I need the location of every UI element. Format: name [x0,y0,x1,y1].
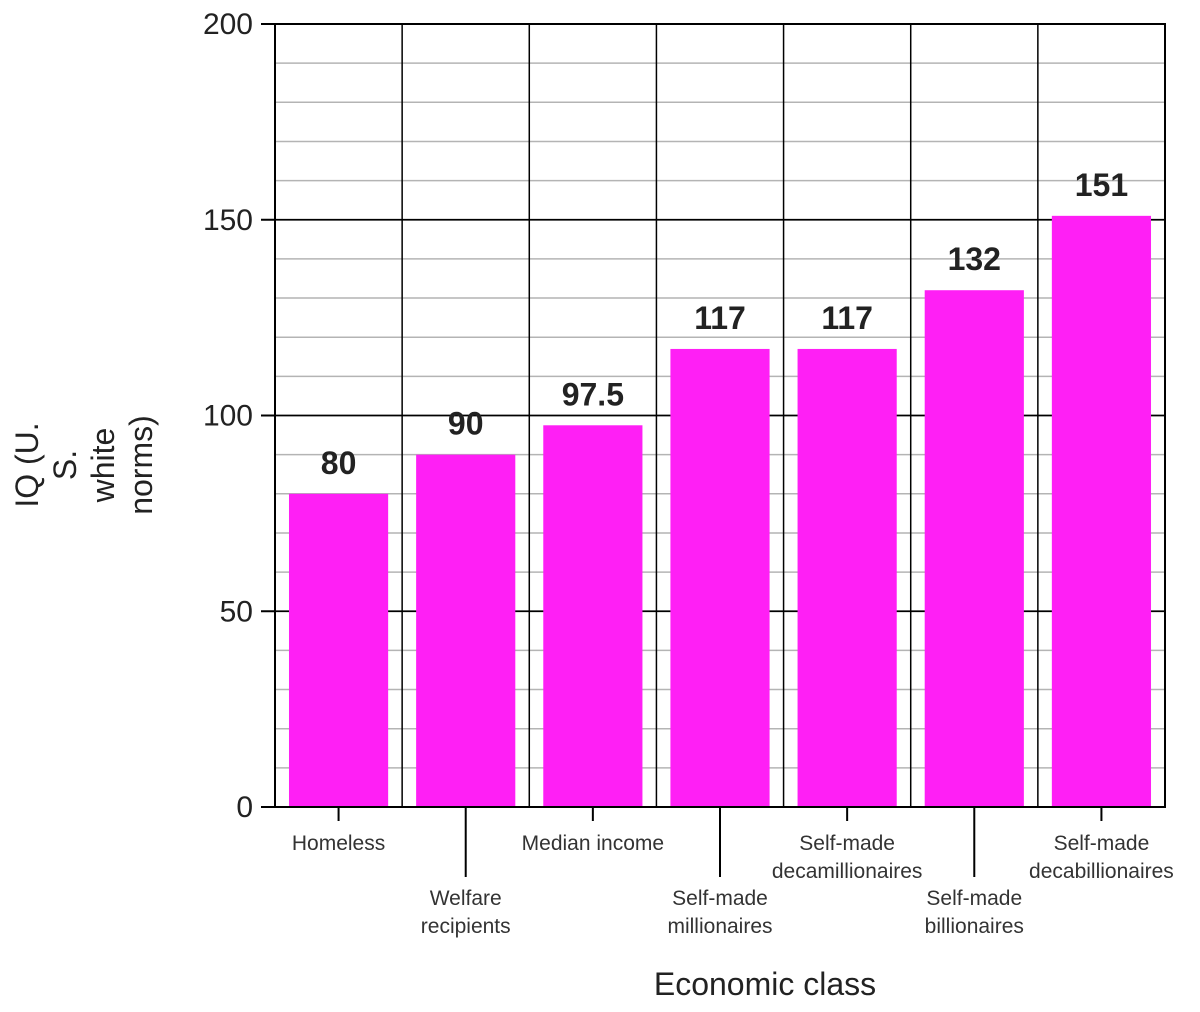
x-category-label: Self-made [1054,832,1150,855]
bar-value-label: 90 [448,406,484,442]
y-tick-label: 200 [203,8,253,41]
x-category-label: Self-made [672,887,768,910]
y-axis-title-line: norms) [123,415,159,515]
bar-value-label: 97.5 [562,376,624,412]
x-category-label: recipients [421,915,511,938]
x-category-label: Welfare [430,887,502,910]
x-category-label: decamillionaires [772,860,923,883]
bar [924,290,1024,808]
bar-value-label: 117 [821,300,873,336]
x-category-label: billionaires [925,915,1024,938]
y-axis-title-line: IQ (U. [9,422,45,507]
bar-value-label: 80 [321,445,357,481]
x-category-label: Median income [522,832,664,855]
bar [797,348,897,807]
bar-value-label: 151 [1075,167,1128,203]
x-category-label: Homeless [292,832,385,855]
y-tick-label: 100 [203,400,253,433]
x-category-label: Self-made [926,887,1022,910]
y-axis-title-line: white [85,428,121,504]
axes [261,23,1166,877]
y-axis-title: IQ (U.S.whitenorms) [9,415,159,515]
x-category-label: Self-made [799,832,895,855]
bars [288,215,1152,808]
labels: 80 90 97.5 117 117 132 151 0 50 100 150 200 Homeless… [203,8,1174,938]
bar [288,493,389,807]
x-category-label: decabillionaires [1029,860,1174,883]
bar [1051,215,1152,807]
y-tick-label: 50 [220,595,253,628]
bar [543,425,643,807]
y-axis-title-line: S. [47,450,83,480]
bar-value-label: 132 [948,241,1001,277]
bar [670,348,770,807]
bar [416,454,516,807]
x-category-label: millionaires [667,915,772,938]
y-tick-label: 150 [203,204,253,237]
bar-value-label: 117 [694,300,746,336]
y-tick-label: 0 [236,791,253,824]
x-axis-title: Economic class [654,966,876,1002]
